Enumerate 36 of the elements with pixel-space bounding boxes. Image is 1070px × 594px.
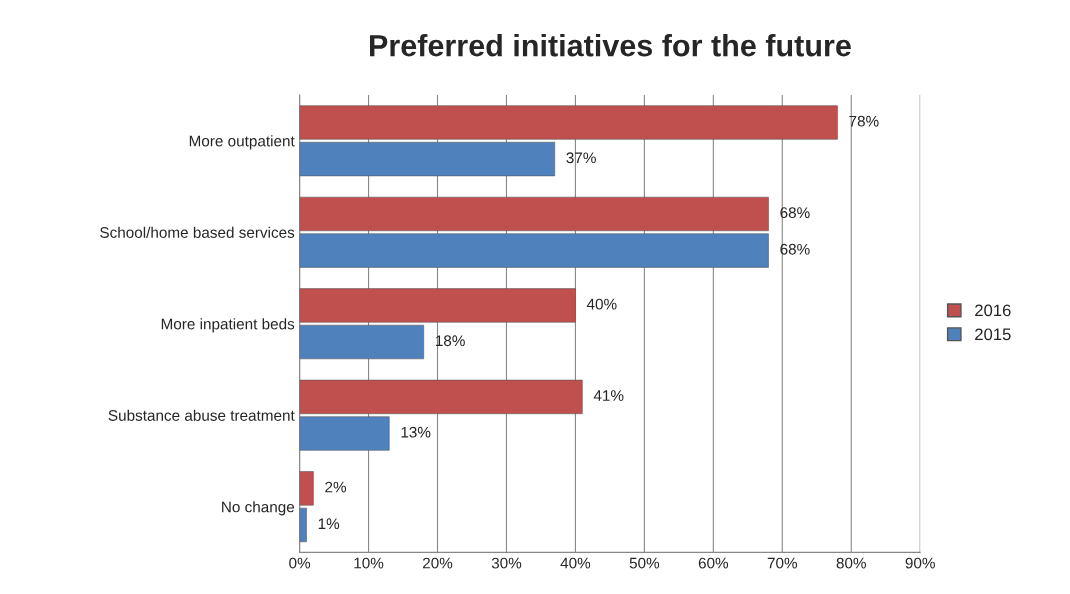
data-label: 78% (849, 115, 879, 127)
bar (299, 379, 583, 415)
data-label: 68% (780, 243, 810, 255)
x-tick-label: 0% (289, 557, 311, 569)
bar (299, 416, 390, 451)
y-tick-label: No change (222, 501, 295, 516)
data-label: 13% (401, 426, 431, 438)
x-tick-label: 60% (698, 557, 729, 569)
x-tick-label: 80% (836, 557, 866, 569)
data-label: 40% (586, 298, 617, 310)
x-tick-label: 50% (629, 557, 660, 569)
data-label: 18% (436, 335, 465, 347)
bar (299, 233, 769, 268)
data-label: 41% (593, 390, 624, 401)
x-tick-label: 20% (422, 557, 453, 569)
y-tick-label: School/home based services (100, 226, 295, 238)
bar (299, 105, 838, 140)
data-label: 68% (780, 207, 810, 219)
chart-title: Preferred initiatives for the future (370, 34, 851, 57)
x-tick-label: 40% (560, 557, 591, 569)
x-tick-label: 10% (354, 557, 384, 569)
legend-label: 2015 (975, 328, 1011, 341)
y-tick-label: More outpatient (189, 135, 295, 150)
y-tick-label: More inpatient beds (161, 318, 295, 333)
x-tick-label: 90% (905, 557, 935, 569)
data-label: 2% (325, 481, 347, 493)
bar (299, 324, 424, 360)
legend-label: 2016 (975, 304, 1011, 317)
x-tick-label: 30% (491, 557, 522, 569)
bar (299, 288, 576, 323)
data-label: 37% (566, 152, 596, 164)
data-label: 1% (318, 518, 340, 530)
bar (299, 196, 769, 232)
x-tick-label: 70% (767, 557, 798, 569)
y-tick-label: Substance abuse treatment (108, 409, 295, 421)
bar (299, 141, 556, 177)
